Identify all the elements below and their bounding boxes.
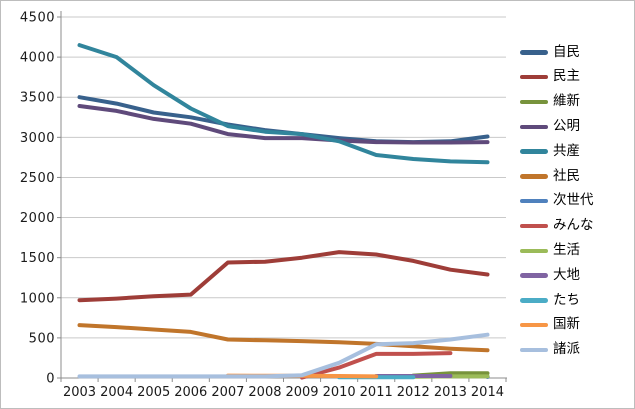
legend-item-1: 民主 xyxy=(520,65,594,90)
y-tick-label: 3000 xyxy=(20,131,55,146)
x-tick-label: 2010 xyxy=(323,385,356,400)
legend-item-9: 大地 xyxy=(520,263,594,288)
x-tick-label: 2005 xyxy=(137,385,170,400)
legend-label: たち xyxy=(553,291,580,308)
x-tick-label: 2008 xyxy=(248,385,281,400)
legend-label: 次世代 xyxy=(553,192,594,209)
series-line-0 xyxy=(77,95,490,145)
legend-label: 維新 xyxy=(553,93,580,110)
legend-label: 生活 xyxy=(553,242,580,259)
y-tick-label: 1500 xyxy=(20,251,55,266)
x-tick-label: 2004 xyxy=(100,385,133,400)
series-line-3 xyxy=(77,104,490,145)
series-line-4 xyxy=(77,43,490,165)
x-tick-label: 2006 xyxy=(174,385,207,400)
legend-item-6: 次世代 xyxy=(520,189,594,214)
legend-item-10: たち xyxy=(520,288,594,313)
y-tick-label: 500 xyxy=(29,331,55,346)
series-line-12 xyxy=(77,332,490,379)
legend-swatch-icon xyxy=(520,223,548,229)
x-tick-label: 2007 xyxy=(211,385,244,400)
x-tick-label: 2014 xyxy=(471,385,504,400)
legend-label: 自民 xyxy=(553,43,580,60)
legend-swatch-icon xyxy=(520,248,548,254)
y-tick-label: 0 xyxy=(46,372,55,387)
legend-swatch-icon xyxy=(520,298,548,303)
x-tick-label: 2009 xyxy=(285,385,318,400)
legend-item-0: 自民 xyxy=(520,40,594,65)
chart-legend: 自民民主維新公明共産社民次世代みんな生活大地たち国新諸派 xyxy=(520,40,594,362)
legend-label: 社民 xyxy=(553,167,580,184)
series-line-5 xyxy=(77,323,490,353)
y-tick-label: 4000 xyxy=(20,51,55,66)
legend-item-8: 生活 xyxy=(520,238,594,263)
y-tick-label: 4500 xyxy=(20,11,55,26)
legend-swatch-icon xyxy=(520,149,548,154)
series-line-7 xyxy=(300,351,453,380)
x-tick-label: 2011 xyxy=(360,385,393,400)
legend-swatch-icon xyxy=(520,322,548,328)
x-tick-label: 2003 xyxy=(63,385,96,400)
legend-label: みんな xyxy=(553,217,594,234)
legend-label: 諸派 xyxy=(553,341,580,358)
y-tick-label: 2500 xyxy=(20,171,55,186)
x-tick-label: 2013 xyxy=(434,385,467,400)
legend-item-11: 国新 xyxy=(520,313,594,338)
legend-swatch-icon xyxy=(520,50,548,55)
legend-swatch-icon xyxy=(520,174,548,179)
legend-label: 公明 xyxy=(553,118,580,135)
legend-swatch-icon xyxy=(520,198,548,204)
legend-item-3: 公明 xyxy=(520,114,594,139)
series-line-1 xyxy=(77,250,490,303)
legend-swatch-icon xyxy=(520,347,548,353)
legend-item-2: 維新 xyxy=(520,90,594,115)
legend-label: 民主 xyxy=(553,68,580,85)
x-tick-label: 2012 xyxy=(397,385,430,400)
legend-swatch-icon xyxy=(520,124,548,130)
y-tick-label: 3500 xyxy=(20,91,55,106)
legend-label: 大地 xyxy=(553,266,580,283)
legend-item-7: みんな xyxy=(520,214,594,239)
legend-label: 共産 xyxy=(553,142,580,159)
legend-swatch-icon xyxy=(520,99,548,105)
legend-swatch-icon xyxy=(520,74,548,80)
legend-item-12: 諸派 xyxy=(520,338,594,363)
y-tick-label: 2000 xyxy=(20,211,55,226)
legend-label: 国新 xyxy=(553,316,580,333)
y-tick-label: 1000 xyxy=(20,291,55,306)
legend-item-4: 共産 xyxy=(520,139,594,164)
legend-swatch-icon xyxy=(520,273,548,278)
legend-item-5: 社民 xyxy=(520,164,594,189)
